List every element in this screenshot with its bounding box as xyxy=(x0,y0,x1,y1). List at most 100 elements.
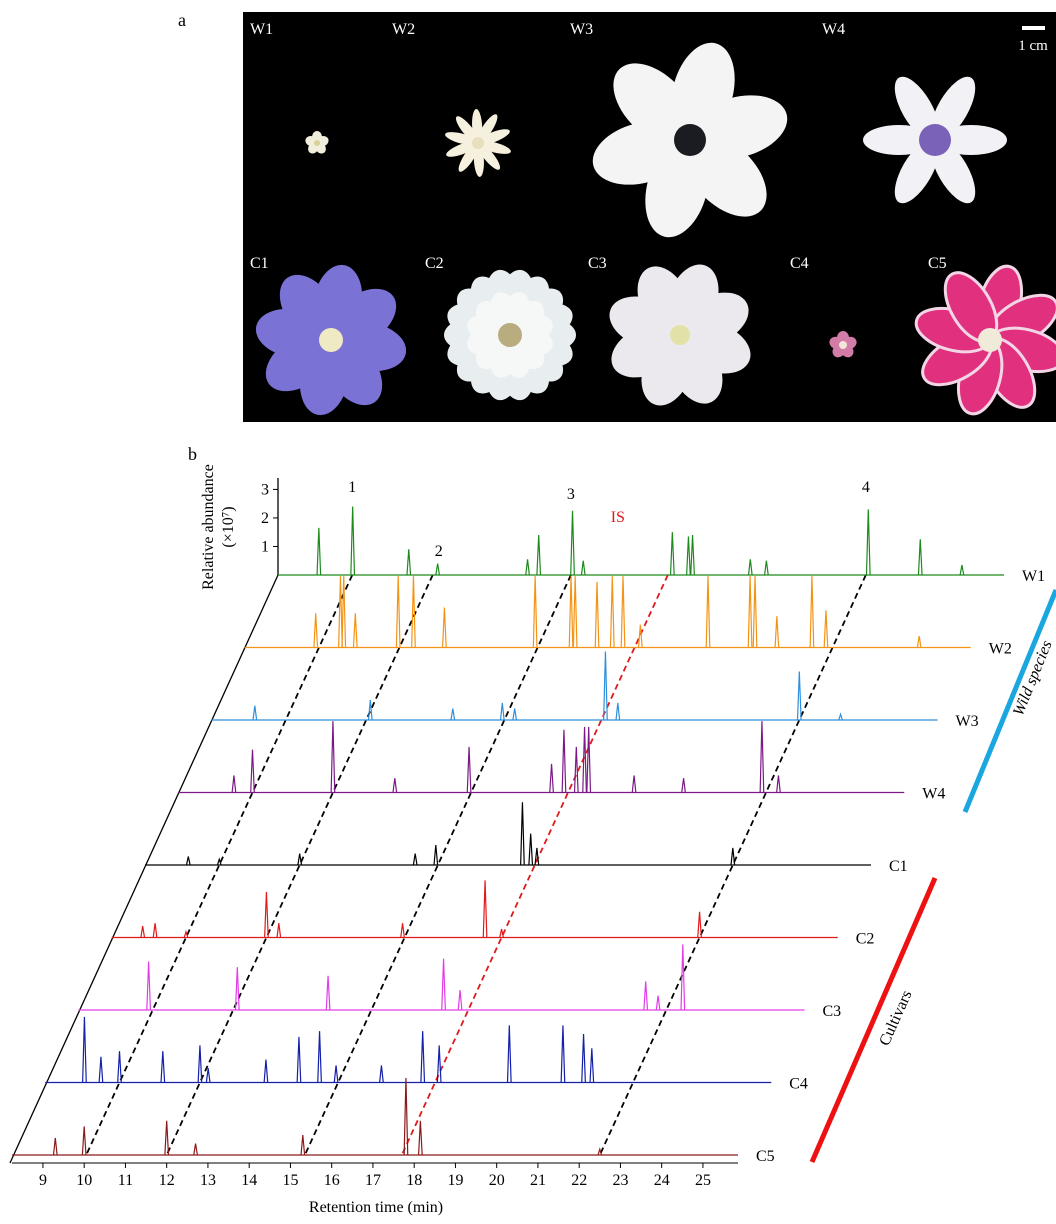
x-tick-label: 12 xyxy=(159,1172,175,1189)
peak xyxy=(610,576,614,647)
peak xyxy=(632,775,636,792)
x-axis-title: Retention time (min) xyxy=(309,1199,443,1216)
peak xyxy=(810,576,814,647)
peak xyxy=(265,892,269,938)
peak xyxy=(434,845,438,865)
peak-label: 2 xyxy=(435,543,443,560)
peak xyxy=(413,854,417,865)
peak-label: 3 xyxy=(567,486,575,503)
figure: a 1 cm W1 W2 W3 W4 C1 C2 C3 C4 C5 b Rela… xyxy=(0,0,1056,1219)
peak xyxy=(161,1051,165,1082)
x-tick-label: 15 xyxy=(282,1172,298,1189)
peak xyxy=(508,1025,512,1082)
photo-label: C5 xyxy=(928,255,947,272)
peak xyxy=(604,652,608,720)
peak xyxy=(561,1025,565,1082)
flower-center xyxy=(319,328,343,352)
peak xyxy=(443,608,447,648)
peak xyxy=(521,802,525,865)
peak xyxy=(331,721,335,792)
x-tick-label: 19 xyxy=(447,1172,463,1189)
peak xyxy=(798,672,802,721)
peak xyxy=(550,764,554,793)
peak xyxy=(298,854,302,865)
x-tick-label: 22 xyxy=(571,1172,587,1189)
peak xyxy=(297,1037,301,1083)
peak xyxy=(777,775,781,792)
photo-label: C3 xyxy=(588,255,607,272)
peak xyxy=(153,923,157,937)
peak xyxy=(616,703,620,720)
peak xyxy=(706,576,710,647)
x-tick-label: 16 xyxy=(324,1172,340,1189)
peak xyxy=(118,1051,122,1082)
peak xyxy=(232,775,236,792)
peak xyxy=(595,582,599,648)
flower-center xyxy=(314,140,320,146)
peak xyxy=(83,1017,87,1083)
flower-center xyxy=(674,124,706,156)
flower-center xyxy=(472,137,484,149)
series-label: C3 xyxy=(823,1003,842,1020)
series-label: C1 xyxy=(889,858,908,875)
x-tick-label: 25 xyxy=(695,1172,711,1189)
flower-center xyxy=(919,124,951,156)
y-axis-unit: (×10⁷) xyxy=(220,506,237,547)
peak xyxy=(419,1121,423,1155)
peak xyxy=(467,747,471,793)
group-bracket xyxy=(812,878,935,1162)
y-tick-label: 3 xyxy=(261,481,269,498)
peak xyxy=(326,976,330,1010)
x-tick-label: 21 xyxy=(530,1172,546,1189)
peak xyxy=(917,636,921,647)
series-label: W3 xyxy=(956,713,979,730)
peak-label: IS xyxy=(611,509,625,526)
peak xyxy=(765,561,769,575)
peak xyxy=(529,834,533,865)
photo-label: C4 xyxy=(790,255,809,272)
y-tick-label: 1 xyxy=(261,538,269,555)
peak xyxy=(749,559,753,575)
peak xyxy=(644,981,648,1010)
x-tick-label: 9 xyxy=(39,1172,47,1189)
peak xyxy=(483,880,487,937)
group-bracket xyxy=(965,590,1056,812)
photo-label: C2 xyxy=(425,255,444,272)
peak xyxy=(380,1065,384,1082)
peak xyxy=(639,625,643,648)
x-tick-label: 20 xyxy=(489,1172,505,1189)
scale-label: 1 cm xyxy=(1018,38,1048,54)
series-label: W2 xyxy=(989,641,1012,658)
flower-center xyxy=(978,328,1002,352)
peak xyxy=(253,706,257,720)
peak xyxy=(760,721,764,792)
x-tick-label: 18 xyxy=(406,1172,422,1189)
peak xyxy=(451,709,455,720)
x-tick-label: 24 xyxy=(654,1172,670,1189)
peak xyxy=(691,535,695,575)
peak xyxy=(147,962,151,1011)
photo-label: W4 xyxy=(822,21,845,38)
peak xyxy=(671,532,675,575)
peak xyxy=(187,856,191,865)
peak xyxy=(404,1078,408,1155)
photo-label: C1 xyxy=(250,255,269,272)
peak xyxy=(918,539,922,575)
peak xyxy=(318,1031,322,1082)
peak xyxy=(682,778,686,792)
peak xyxy=(960,565,964,575)
peak xyxy=(141,926,145,937)
peak xyxy=(587,727,591,793)
peak xyxy=(194,1144,198,1155)
peak xyxy=(99,1057,103,1083)
peak xyxy=(824,610,828,647)
series-label: W1 xyxy=(1022,568,1045,585)
peak xyxy=(748,576,752,647)
peak xyxy=(839,714,843,720)
x-tick-label: 23 xyxy=(612,1172,628,1189)
x-tick-label: 13 xyxy=(200,1172,216,1189)
y-axis-title: Relative abundance xyxy=(200,464,217,590)
series-label: C2 xyxy=(856,931,875,948)
peak xyxy=(569,576,573,647)
peak xyxy=(421,1031,425,1082)
